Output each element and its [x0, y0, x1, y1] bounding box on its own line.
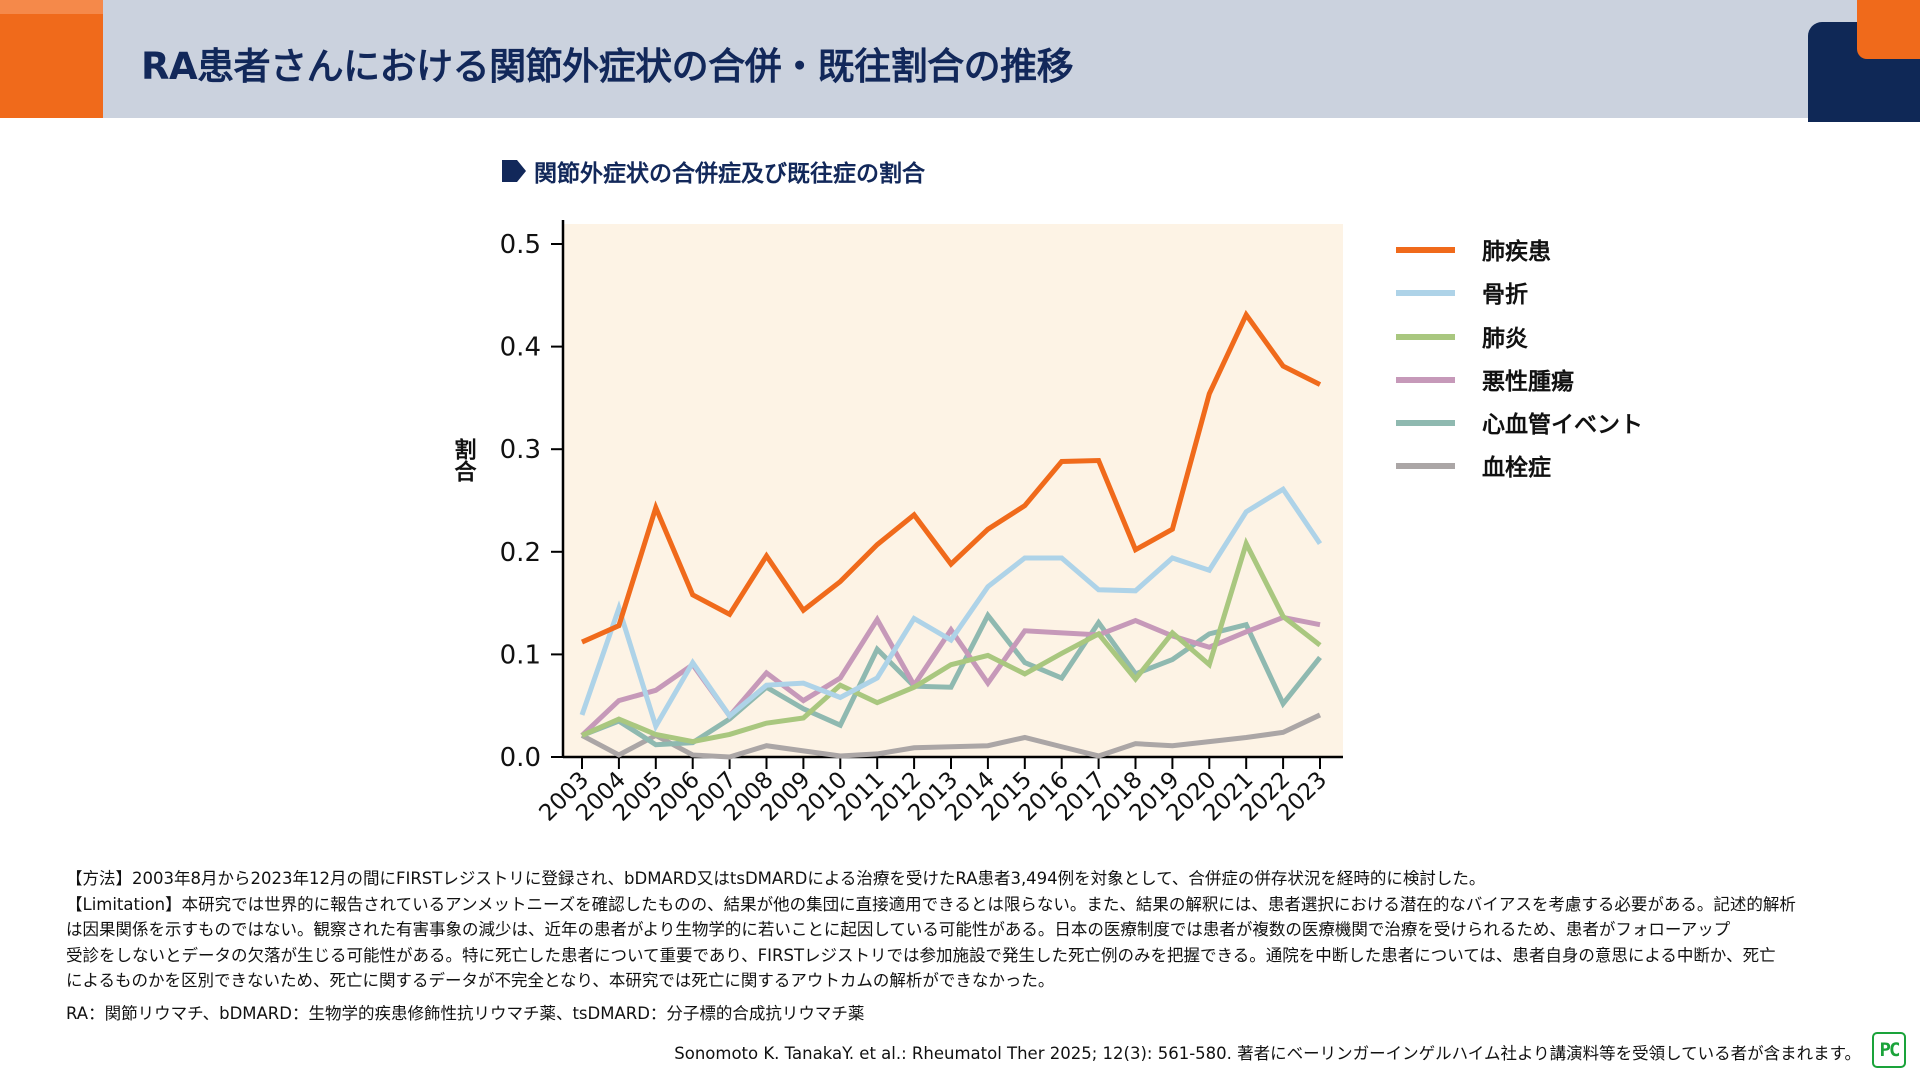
series-line-肺疾患 — [580, 309, 1322, 645]
pc-logo-text: PC — [1879, 1039, 1901, 1061]
y-tick-label: 0.1 — [500, 640, 541, 670]
legend-label: 悪性腫瘍 — [1482, 368, 1574, 395]
series-line-骨折 — [579, 485, 1323, 733]
legend-label: 心血管イベント — [1482, 411, 1643, 438]
pc-logo: PC — [1872, 1032, 1906, 1068]
page-title: RA患者さんにおける関節外症状の合併・既往割合の推移 — [141, 45, 1074, 88]
method-line: 受診をしないとデータの欠落が生じる可能性がある。特に死亡した患者について重要であ… — [66, 945, 1776, 965]
method-line: によるものかを区別できないため、死亡に関するデータが不完全となり、本研究では死亡… — [66, 971, 1055, 991]
series-line-血栓症 — [580, 712, 1322, 760]
citation: Sonomoto K. TanakaY. et al.: Rheumatol T… — [674, 1044, 1861, 1063]
method-line: 【Limitation】本研究では世界的に報告されているアンメットニーズを確認し… — [66, 894, 1796, 914]
legend-label: 血栓症 — [1482, 454, 1551, 481]
method-line: 【方法】2003年8月から2023年12月の間にFIRSTレジストリに登録され、… — [66, 869, 1486, 888]
header-accent-stripe — [0, 0, 103, 14]
plot-area — [563, 224, 1343, 757]
y-axis-label: 割合 — [451, 437, 477, 482]
method-notes: 【方法】2003年8月から2023年12月の間にFIRSTレジストリに登録され、… — [66, 866, 1866, 994]
chart-title: 関節外症状の合併症及び既往症の割合 — [502, 154, 925, 188]
y-tick-label: 0.5 — [500, 230, 541, 260]
abbreviations: RA：関節リウマチ、bDMARD：生物学的疾患修飾性抗リウマチ薬、tsDMARD… — [66, 1004, 865, 1023]
arrow-bullet-icon — [502, 160, 526, 182]
series-line-肺炎 — [580, 536, 1322, 745]
y-tick-label: 0.4 — [500, 333, 541, 363]
chart-title-text: 関節外症状の合併症及び既往症の割合 — [534, 161, 925, 187]
legend-label: 肺炎 — [1482, 326, 1528, 352]
method-line: は因果関係を示すものではない。観察された有害事象の減少は、近年の患者がより生物学… — [66, 920, 1731, 940]
y-tick-label: 0.2 — [500, 538, 541, 568]
y-tick-label: 0.0 — [500, 743, 541, 773]
y-tick-label: 0.3 — [500, 435, 541, 465]
legend-label: 骨折 — [1482, 282, 1528, 308]
header-accent-block — [0, 0, 103, 118]
header-bar: RA患者さんにおける関節外症状の合併・既往割合の推移 — [0, 0, 1920, 122]
legend-label: 肺疾患 — [1482, 238, 1551, 265]
brand-logo-orange — [1857, 0, 1920, 59]
